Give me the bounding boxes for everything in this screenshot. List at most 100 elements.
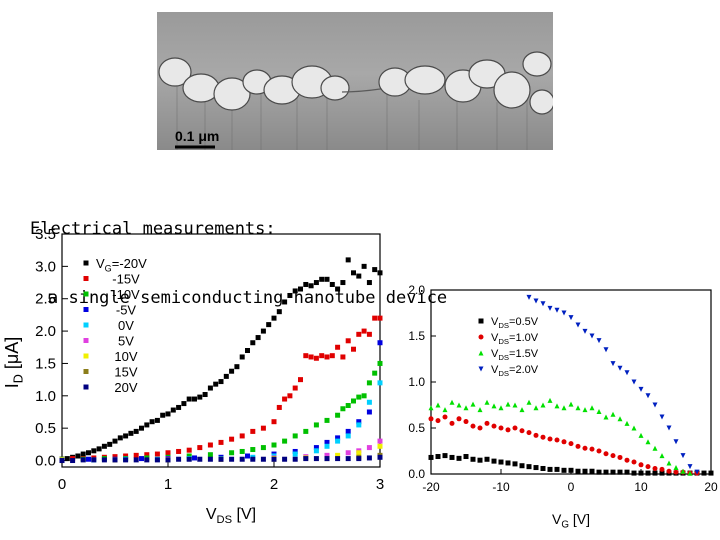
data-point <box>526 464 532 470</box>
data-point <box>673 469 679 475</box>
data-point <box>361 393 367 399</box>
data-point <box>547 397 553 403</box>
data-point <box>477 457 483 463</box>
data-point <box>652 402 658 408</box>
x-axis-label: VG [V] <box>552 511 590 531</box>
data-point <box>533 298 539 304</box>
data-point <box>596 448 602 454</box>
data-point <box>377 360 383 366</box>
x-tick-label: 10 <box>634 480 648 494</box>
data-point <box>519 463 525 469</box>
data-point <box>575 405 581 411</box>
data-point <box>351 270 356 276</box>
data-point <box>694 469 700 475</box>
data-point <box>372 267 378 273</box>
data-point <box>303 456 309 462</box>
scale-label: 0.1 μm <box>175 128 219 144</box>
data-point <box>329 353 335 359</box>
data-point <box>372 315 378 321</box>
data-point <box>596 338 602 344</box>
data-point <box>491 403 497 409</box>
legend-label: 5V <box>118 334 134 349</box>
data-point <box>361 328 367 334</box>
data-point <box>260 425 266 431</box>
data-point <box>282 396 288 402</box>
legend-label: -5V <box>116 303 137 318</box>
data-point <box>701 470 707 476</box>
data-point <box>526 294 532 300</box>
data-point <box>70 458 76 464</box>
data-point <box>223 373 229 379</box>
data-point <box>176 404 182 410</box>
data-point <box>271 315 277 321</box>
data-point <box>176 448 182 454</box>
legend-marker <box>83 322 89 328</box>
y-tick-label: 1.5 <box>408 329 425 343</box>
data-point <box>186 447 192 453</box>
data-point <box>561 310 567 316</box>
data-point <box>645 470 651 476</box>
data-point <box>292 385 298 391</box>
data-point <box>666 468 672 474</box>
data-point <box>596 408 602 414</box>
data-point <box>282 456 288 462</box>
data-point <box>292 451 298 457</box>
data-point <box>526 430 532 436</box>
data-point <box>366 399 372 405</box>
data-point <box>207 442 213 448</box>
y-tick-label: 1.0 <box>35 388 56 405</box>
legend-label: -15V <box>112 272 140 287</box>
data-point <box>319 276 325 282</box>
data-point <box>213 381 219 387</box>
data-point <box>435 418 441 424</box>
data-point <box>303 428 309 434</box>
data-point <box>144 452 150 458</box>
data-point <box>229 436 235 442</box>
data-point <box>324 452 330 458</box>
data-point <box>86 450 91 456</box>
data-point <box>356 331 362 337</box>
data-point <box>351 346 356 352</box>
data-point <box>610 469 616 475</box>
legend-marker <box>478 334 484 340</box>
data-point <box>435 454 441 460</box>
data-point <box>313 280 319 286</box>
data-point <box>568 401 574 407</box>
data-point <box>335 438 341 444</box>
chart-vs-vg: -20 -10 0 10 20 0.0 0.5 1.0 1.5 2.0 VG [V] VDS=0.5V… <box>408 283 718 531</box>
data-point <box>59 458 65 464</box>
data-point <box>477 407 483 413</box>
data-point <box>356 450 362 456</box>
data-point <box>624 370 630 376</box>
data-point <box>218 456 224 462</box>
data-point <box>561 439 567 445</box>
data-point <box>554 307 560 313</box>
data-point <box>308 354 314 360</box>
data-point <box>250 428 256 434</box>
data-point <box>239 433 245 439</box>
data-point <box>324 439 330 445</box>
x-tick-label: 0 <box>58 476 66 493</box>
data-point <box>512 461 518 467</box>
data-point <box>575 322 581 328</box>
data-point <box>631 470 637 476</box>
data-point <box>596 469 602 475</box>
chart-id-vs-vds: 0 1 2 3 0.0 0.5 1.0 1.5 2.0 2.5 3.0 3.5 VDS [V] ID [μ… <box>2 226 384 526</box>
data-point <box>603 469 609 475</box>
data-point <box>123 453 129 459</box>
data-point <box>202 392 208 398</box>
data-point <box>366 280 372 286</box>
data-point <box>603 414 609 420</box>
data-point <box>575 468 581 474</box>
data-point <box>351 398 356 404</box>
data-point <box>250 340 256 346</box>
data-point <box>540 301 546 307</box>
data-point <box>624 420 630 426</box>
data-point <box>610 411 616 417</box>
data-point <box>463 419 469 425</box>
data-point <box>533 405 539 411</box>
data-point <box>526 399 532 405</box>
data-point <box>234 364 240 370</box>
data-point <box>589 468 595 474</box>
data-point <box>589 405 595 411</box>
